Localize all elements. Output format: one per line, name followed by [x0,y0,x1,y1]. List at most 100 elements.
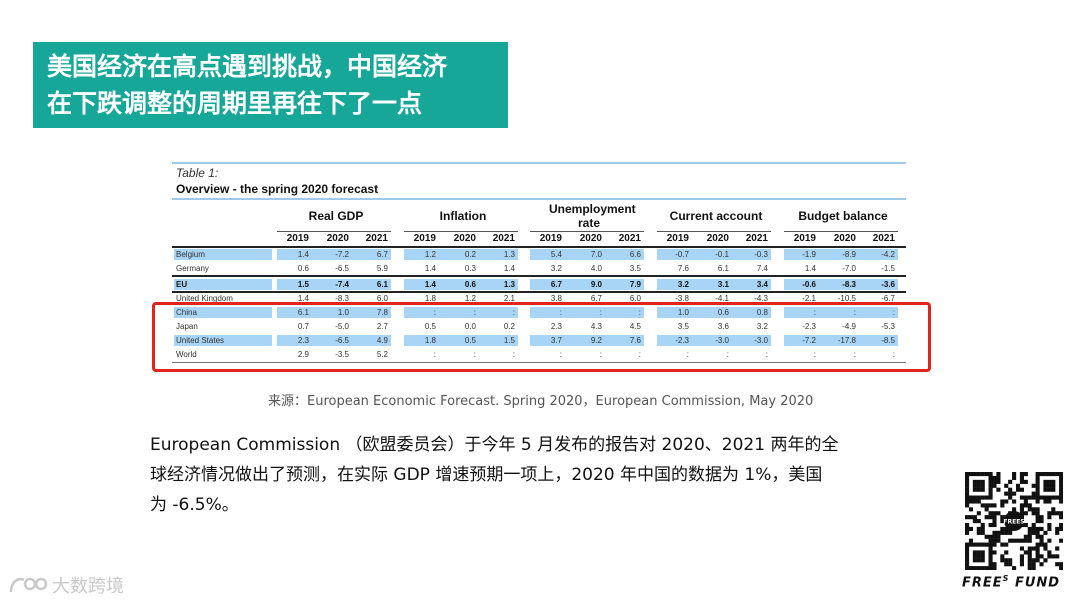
table-cell: -0.7 [675,250,689,259]
row-shade [404,335,518,346]
table-cell: 2.7 [376,322,388,331]
table-cell: 3.1 [717,280,729,289]
table-cell: -3.8 [675,294,689,303]
row-shade [174,307,272,318]
mid-rule [172,198,906,200]
table-cell: : [853,350,856,359]
table-cell: : [512,308,515,317]
year-header: 2019 [286,233,309,244]
table-cell: 6.7 [590,294,602,303]
body-line-2: 球经济情况做出了预测，在实际 GDP 增速预期一项上，2020 年中国的数据为 … [150,465,823,485]
table-cell: 1.4 [297,250,309,259]
group-underline [657,231,771,232]
table-cell: 1.2 [424,250,436,259]
row-shade [174,249,272,260]
year-header: 2021 [872,233,895,244]
row-shade [530,335,644,346]
table-cell: 3.5 [677,322,689,331]
table-cell: 7.9 [629,280,641,289]
table-cell: 4.5 [629,322,641,331]
row-shade [657,335,771,346]
table-cell: : [726,350,729,359]
table-row: EU 1.5 -7.4 6.1 1.4 0.6 1.3 6.7 9.0 7.9 3.2 3.1 3.4 -… [172,278,906,291]
group-header: Budget balance [798,209,888,223]
table-cell: 1.4 [503,264,515,273]
table-cell: -3.0 [754,336,768,345]
table-cell: -0.3 [754,250,768,259]
row-shade [657,279,771,290]
table-cell: 0.3 [464,264,476,273]
table-cell: -3.6 [881,280,895,289]
row-shade [530,279,644,290]
table-cell: 7.4 [756,264,768,273]
table-cell: 6.7 [376,250,388,259]
year-header: 2019 [793,233,816,244]
table-cell: 6.7 [550,280,562,289]
table-cell: 0.6 [717,308,729,317]
table-cell: -5.0 [335,322,349,331]
row-label: China [176,308,197,317]
table-cell: 9.0 [590,280,602,289]
table-row: Belgium 1.4 -7.2 6.7 1.2 0.2 1.3 5.4 7.0 6.6 -0.7 -… [172,248,906,261]
row-label: Belgium [176,250,205,259]
table-cell: 7.6 [677,264,689,273]
highlight-box [152,302,931,372]
table-cell: 3.2 [677,280,689,289]
body-line-1: European Commission （欧盟委员会）于今年 5 月发布的报告对… [150,435,839,455]
row-label: Germany [176,264,209,273]
table-cell: : [473,350,476,359]
table-cell: : [813,308,816,317]
row-shade [277,249,391,260]
year-header: 2020 [833,233,856,244]
table-cell: -5.3 [881,322,895,331]
table-cell: 5.4 [550,250,562,259]
forecast-table: Table 1: Overview - the spring 2020 fore… [172,162,906,367]
table-cell: : [473,308,476,317]
year-header: 2021 [492,233,515,244]
table-cell: 7.6 [629,336,641,345]
table-cell: 4.3 [590,322,602,331]
table-cell: -2.1 [802,294,816,303]
table-cell: 1.2 [464,294,476,303]
row-label: World [176,350,197,359]
table-cell: : [433,350,436,359]
table-cell: 1.4 [424,264,436,273]
table-cell: -0.1 [715,250,729,259]
table-cell: -8.9 [842,250,856,259]
table-cell: : [433,308,436,317]
table-cell: : [638,308,641,317]
table-cell: -4.9 [842,322,856,331]
table-cell: : [638,350,641,359]
table-cell: 3.2 [756,322,768,331]
table-cell: : [512,350,515,359]
table-cell: 3.7 [550,336,562,345]
year-header: 2020 [579,233,602,244]
year-header: 2020 [326,233,349,244]
table-subcaption: Overview - the spring 2020 forecast [176,182,379,196]
watermark: 大数跨境 [8,572,124,598]
table-cell: 1.0 [337,308,349,317]
group-underline [530,231,644,232]
table-row: United Kingdom 1.4 -8.3 6.0 1.8 1.2 2.1 3.8 6.7 6… [172,292,906,305]
table-cell: 0.2 [464,250,476,259]
row-label: United Kingdom [176,294,233,303]
row-shade [530,249,644,260]
table-row: China 6.1 1.0 7.8:::::: 1.0 0.6 0.8::: [172,306,906,319]
year-header: 2021 [618,233,641,244]
table-cell: -7.2 [802,336,816,345]
table-cell: 0.5 [424,322,436,331]
table-cell: : [599,350,602,359]
table-cell: 1.3 [503,280,515,289]
table-cell: 1.8 [424,336,436,345]
table-cell: 2.1 [503,294,515,303]
table-cell: 3.2 [550,264,562,273]
table-cell: -10.5 [837,294,856,303]
row-shade [784,249,898,260]
brand-logo: FREES FUND [962,574,1060,590]
table-cell: -1.9 [802,250,816,259]
table-cell: 0.2 [503,322,515,331]
table-cell: -8.5 [881,336,895,345]
table-cell: -4.3 [754,294,768,303]
row-shade [784,279,898,290]
header-rule [172,246,906,248]
